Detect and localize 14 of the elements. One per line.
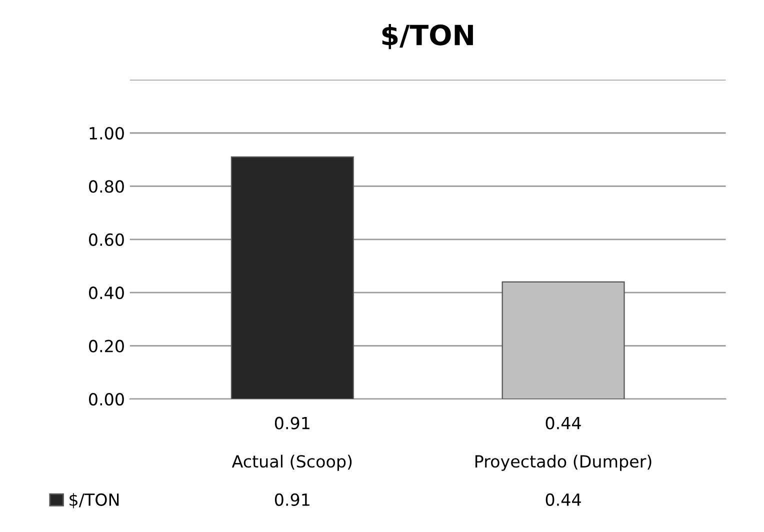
text: 0.91: [274, 416, 310, 430]
y-tick-label: 0.60: [89, 233, 124, 246]
data-label: 0.91: [274, 493, 310, 506]
data-label: 0.44: [546, 493, 581, 506]
text: 0.44: [546, 416, 581, 430]
y-tick-label: 0.80: [89, 180, 124, 193]
y-tick-label: 1.00: [90, 126, 124, 140]
y-tick-label: 0.40: [89, 286, 124, 300]
x-tick-label: Actual (Scoop): [232, 454, 352, 471]
x-tick-label: Proyectado (Dumper): [475, 454, 652, 471]
y-tick-label: 0.20: [89, 340, 124, 352]
legend-label: $/TON: [70, 493, 119, 508]
y-tick-label: 0.00: [89, 392, 124, 406]
chart-title: $/TON: [382, 24, 473, 50]
